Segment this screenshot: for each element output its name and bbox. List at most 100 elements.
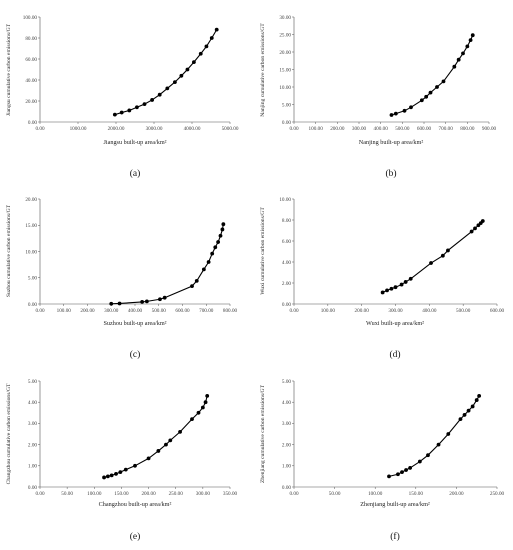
data-point bbox=[109, 473, 114, 478]
data-point bbox=[105, 474, 110, 479]
y-axis-label: Suzhou cumulative carbon emissions/GT bbox=[6, 204, 12, 297]
data-point bbox=[470, 33, 475, 38]
y-tick-label: 20.00 bbox=[25, 197, 37, 203]
x-axis-label: Jiangsu built-up area/km² bbox=[103, 139, 166, 146]
y-tick-label: 100.00 bbox=[23, 15, 38, 21]
data-point bbox=[190, 284, 194, 289]
data-point bbox=[112, 112, 117, 117]
data-point bbox=[209, 36, 214, 40]
x-tick-label: 0.00 bbox=[289, 491, 298, 497]
y-tick-label: 5.00 bbox=[28, 379, 37, 385]
data-point bbox=[127, 108, 132, 113]
series-line bbox=[103, 395, 208, 478]
x-tick-label: 0.00 bbox=[35, 491, 44, 497]
y-tick-label: 40.00 bbox=[25, 78, 37, 84]
data-point bbox=[477, 393, 482, 398]
y-tick-label: 80.00 bbox=[25, 36, 37, 42]
y-tick-label: 20.00 bbox=[279, 50, 291, 56]
data-point bbox=[469, 229, 474, 234]
y-tick-label: 3.00 bbox=[282, 421, 291, 427]
data-point bbox=[400, 470, 404, 475]
x-tick-label: 100.00 bbox=[321, 308, 336, 314]
data-point bbox=[218, 233, 223, 238]
data-point bbox=[216, 240, 221, 244]
y-tick-label: 0.00 bbox=[282, 120, 291, 126]
series-line bbox=[391, 34, 474, 116]
x-tick-label: 250.00 bbox=[169, 491, 184, 497]
x-axis-label: Changzhou built-up area/km² bbox=[99, 501, 172, 508]
series-line bbox=[382, 220, 484, 293]
y-axis-label: Nanjing cumulative carbon emissions/GT bbox=[260, 23, 266, 117]
data-point bbox=[204, 44, 209, 49]
panel-label: (c) bbox=[130, 349, 141, 360]
data-point bbox=[220, 227, 225, 232]
panel-label: (b) bbox=[385, 168, 396, 179]
x-axis-label: Suzhou built-up area/km² bbox=[103, 320, 166, 327]
data-point bbox=[402, 108, 407, 113]
data-point bbox=[150, 98, 155, 102]
x-tick-label: 500.00 bbox=[456, 308, 471, 314]
x-tick-label: 700.00 bbox=[439, 126, 454, 132]
data-point bbox=[119, 110, 124, 115]
panel-label: (a) bbox=[130, 168, 141, 179]
series-line bbox=[114, 29, 218, 116]
x-tick-label: 400.00 bbox=[128, 308, 143, 314]
data-point bbox=[466, 408, 471, 413]
y-tick-label: 4.00 bbox=[282, 400, 291, 406]
data-point bbox=[452, 64, 457, 69]
x-tick-label: 300.00 bbox=[388, 308, 403, 314]
y-tick-label: 4.00 bbox=[28, 400, 37, 406]
data-point bbox=[429, 261, 433, 265]
y-tick-label: 15.00 bbox=[25, 223, 37, 229]
data-point bbox=[393, 285, 398, 290]
x-tick-label: 0.00 bbox=[289, 126, 298, 132]
data-point bbox=[428, 90, 433, 95]
y-axis-label: Wuxi cumulative carbon emissions/GT bbox=[260, 207, 266, 295]
data-point bbox=[198, 51, 203, 56]
data-point bbox=[114, 471, 118, 476]
x-tick-label: 600.00 bbox=[175, 308, 190, 314]
x-tick-label: 300.00 bbox=[104, 308, 119, 314]
y-tick-label: 5.00 bbox=[282, 379, 291, 385]
data-point bbox=[164, 442, 168, 447]
x-tick-label: 300.00 bbox=[352, 126, 367, 132]
x-tick-label: 50.00 bbox=[329, 491, 341, 497]
y-tick-label: 10.00 bbox=[279, 85, 291, 91]
data-point bbox=[403, 280, 408, 284]
data-point bbox=[396, 472, 400, 477]
y-tick-label: 8.00 bbox=[282, 218, 291, 224]
data-point bbox=[123, 467, 128, 472]
data-point bbox=[162, 295, 167, 300]
x-tick-label: 400.00 bbox=[422, 308, 437, 314]
x-tick-label: 250.00 bbox=[490, 491, 505, 497]
x-tick-label: 2000.00 bbox=[108, 126, 125, 132]
x-tick-label: 300.00 bbox=[196, 491, 211, 497]
data-point bbox=[408, 466, 413, 470]
y-tick-label: 3.00 bbox=[28, 421, 37, 427]
data-point bbox=[435, 85, 439, 89]
y-axis-label: Zhenjiang cumulative carbon emissions/GT bbox=[260, 384, 266, 483]
y-tick-label: 4.00 bbox=[282, 260, 291, 266]
data-point bbox=[389, 286, 394, 291]
data-point bbox=[461, 51, 465, 56]
x-tick-label: 50.00 bbox=[61, 491, 73, 497]
data-point bbox=[385, 288, 389, 293]
x-tick-label: 200.00 bbox=[141, 491, 156, 497]
data-point bbox=[179, 73, 184, 78]
data-point bbox=[135, 105, 139, 110]
y-axis-label: Jiangsu cumulative carbon emissions/GT bbox=[6, 23, 12, 116]
x-tick-label: 900.00 bbox=[482, 126, 497, 132]
y-tick-label: 20.00 bbox=[25, 99, 37, 105]
chart-panel-5: 0.00 50.00 100.00 150.00 200.00 250.00 300.00 3… bbox=[6, 379, 238, 542]
data-point bbox=[408, 276, 413, 281]
data-point bbox=[190, 417, 194, 422]
data-point bbox=[417, 459, 422, 464]
data-point bbox=[144, 299, 149, 304]
data-point bbox=[178, 429, 182, 434]
data-point bbox=[213, 245, 218, 250]
data-point bbox=[465, 44, 470, 49]
series-line bbox=[111, 224, 224, 305]
y-tick-label: 0.00 bbox=[282, 302, 291, 308]
x-tick-label: 100.00 bbox=[87, 491, 102, 497]
data-point bbox=[446, 432, 451, 436]
